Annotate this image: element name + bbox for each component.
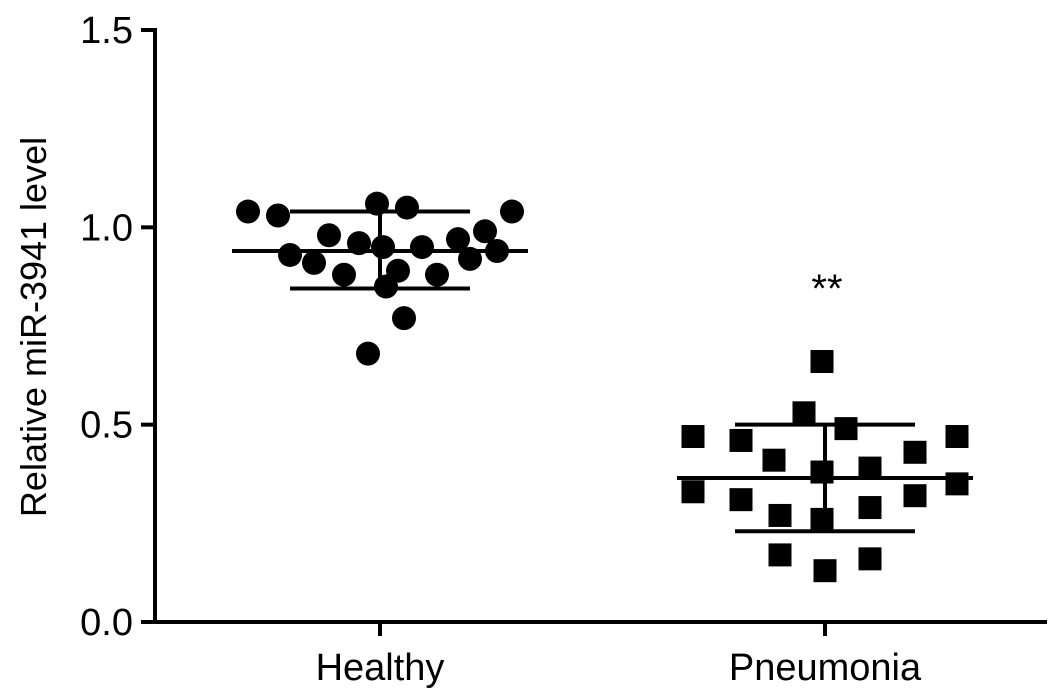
significance-annotation: ** <box>811 267 842 311</box>
y-tick-label: 0.5 <box>80 405 133 447</box>
series-pneumonia: ** <box>677 267 973 583</box>
data-point <box>858 456 882 480</box>
axes: 0.0 0.5 1.0 1.5 Healthy Pneumonia <box>80 10 1047 689</box>
data-point <box>236 199 260 224</box>
data-point <box>903 440 927 464</box>
y-tick-label: 1.5 <box>80 10 133 52</box>
data-point <box>371 235 395 260</box>
data-point <box>356 341 380 366</box>
data-point <box>410 235 434 260</box>
data-point <box>425 262 449 287</box>
y-tick-label: 0.0 <box>80 602 133 644</box>
data-point <box>500 199 524 224</box>
data-point <box>729 428 753 452</box>
data-point <box>858 496 882 520</box>
data-point <box>858 547 882 571</box>
data-point <box>392 306 416 331</box>
data-point <box>810 507 834 531</box>
data-point <box>473 219 497 244</box>
data-point <box>945 425 969 449</box>
data-point <box>317 223 341 248</box>
x-tick-label: Pneumonia <box>729 647 922 689</box>
data-point <box>768 543 792 567</box>
y-tick-label: 1.0 <box>80 207 133 249</box>
data-point <box>332 262 356 287</box>
data-point <box>834 417 858 441</box>
data-point <box>266 203 290 228</box>
data-point <box>446 227 470 252</box>
data-point <box>810 460 834 484</box>
series-healthy <box>232 191 528 366</box>
data-point <box>810 350 834 374</box>
data-point <box>903 484 927 508</box>
data-point <box>762 448 786 472</box>
y-axis-title: Relative miR-3941 level <box>13 137 54 517</box>
data-point <box>302 250 326 275</box>
data-point <box>386 258 410 283</box>
data-point <box>768 503 792 527</box>
data-point <box>278 242 302 267</box>
data-point <box>792 401 816 425</box>
data-point <box>813 559 837 583</box>
data-point <box>395 195 419 220</box>
data-point <box>681 425 705 449</box>
data-point <box>729 488 753 512</box>
x-tick-label: Healthy <box>316 647 445 689</box>
data-point <box>945 472 969 496</box>
data-point <box>681 480 705 504</box>
chart-marks: ** <box>232 191 973 583</box>
